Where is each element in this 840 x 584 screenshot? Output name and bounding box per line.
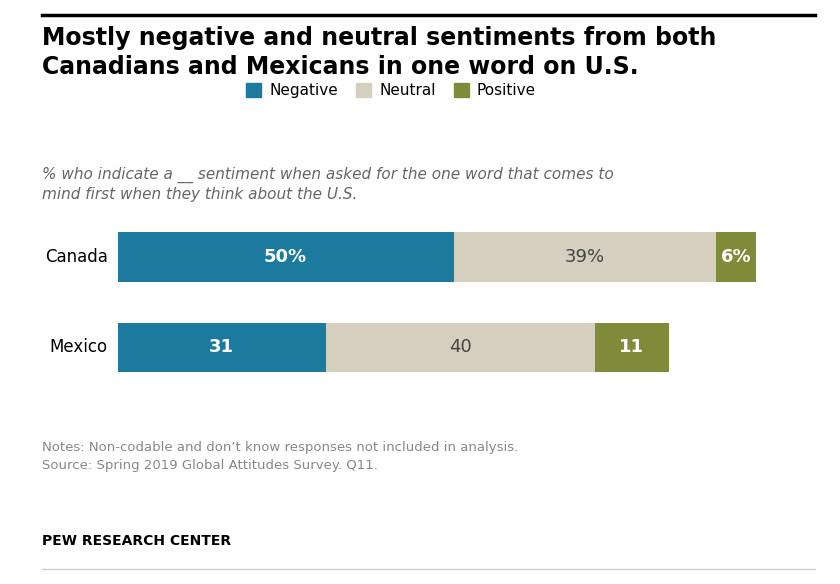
Bar [118,322,326,373]
Bar [326,322,595,373]
Bar [118,232,454,282]
Text: 11: 11 [619,339,644,356]
Text: 50%: 50% [264,248,307,266]
Text: Notes: Non-codable and don’t know responses not included in analysis.
Source: Sp: Notes: Non-codable and don’t know respon… [42,441,518,472]
Bar [595,322,669,373]
Text: 40: 40 [449,339,472,356]
Text: 31: 31 [209,339,234,356]
Text: % who indicate a __ sentiment when asked for the one word that comes to
mind fir: % who indicate a __ sentiment when asked… [42,166,614,203]
Text: PEW RESEARCH CENTER: PEW RESEARCH CENTER [42,534,231,548]
Text: 39%: 39% [564,248,605,266]
Bar [454,232,716,282]
Text: 6%: 6% [721,248,751,266]
Bar [716,232,756,282]
Text: Mostly negative and neutral sentiments from both
Canadians and Mexicans in one w: Mostly negative and neutral sentiments f… [42,26,717,79]
Text: Mexico: Mexico [50,339,108,356]
Legend: Negative, Neutral, Positive: Negative, Neutral, Positive [246,83,536,98]
Text: Canada: Canada [45,248,108,266]
